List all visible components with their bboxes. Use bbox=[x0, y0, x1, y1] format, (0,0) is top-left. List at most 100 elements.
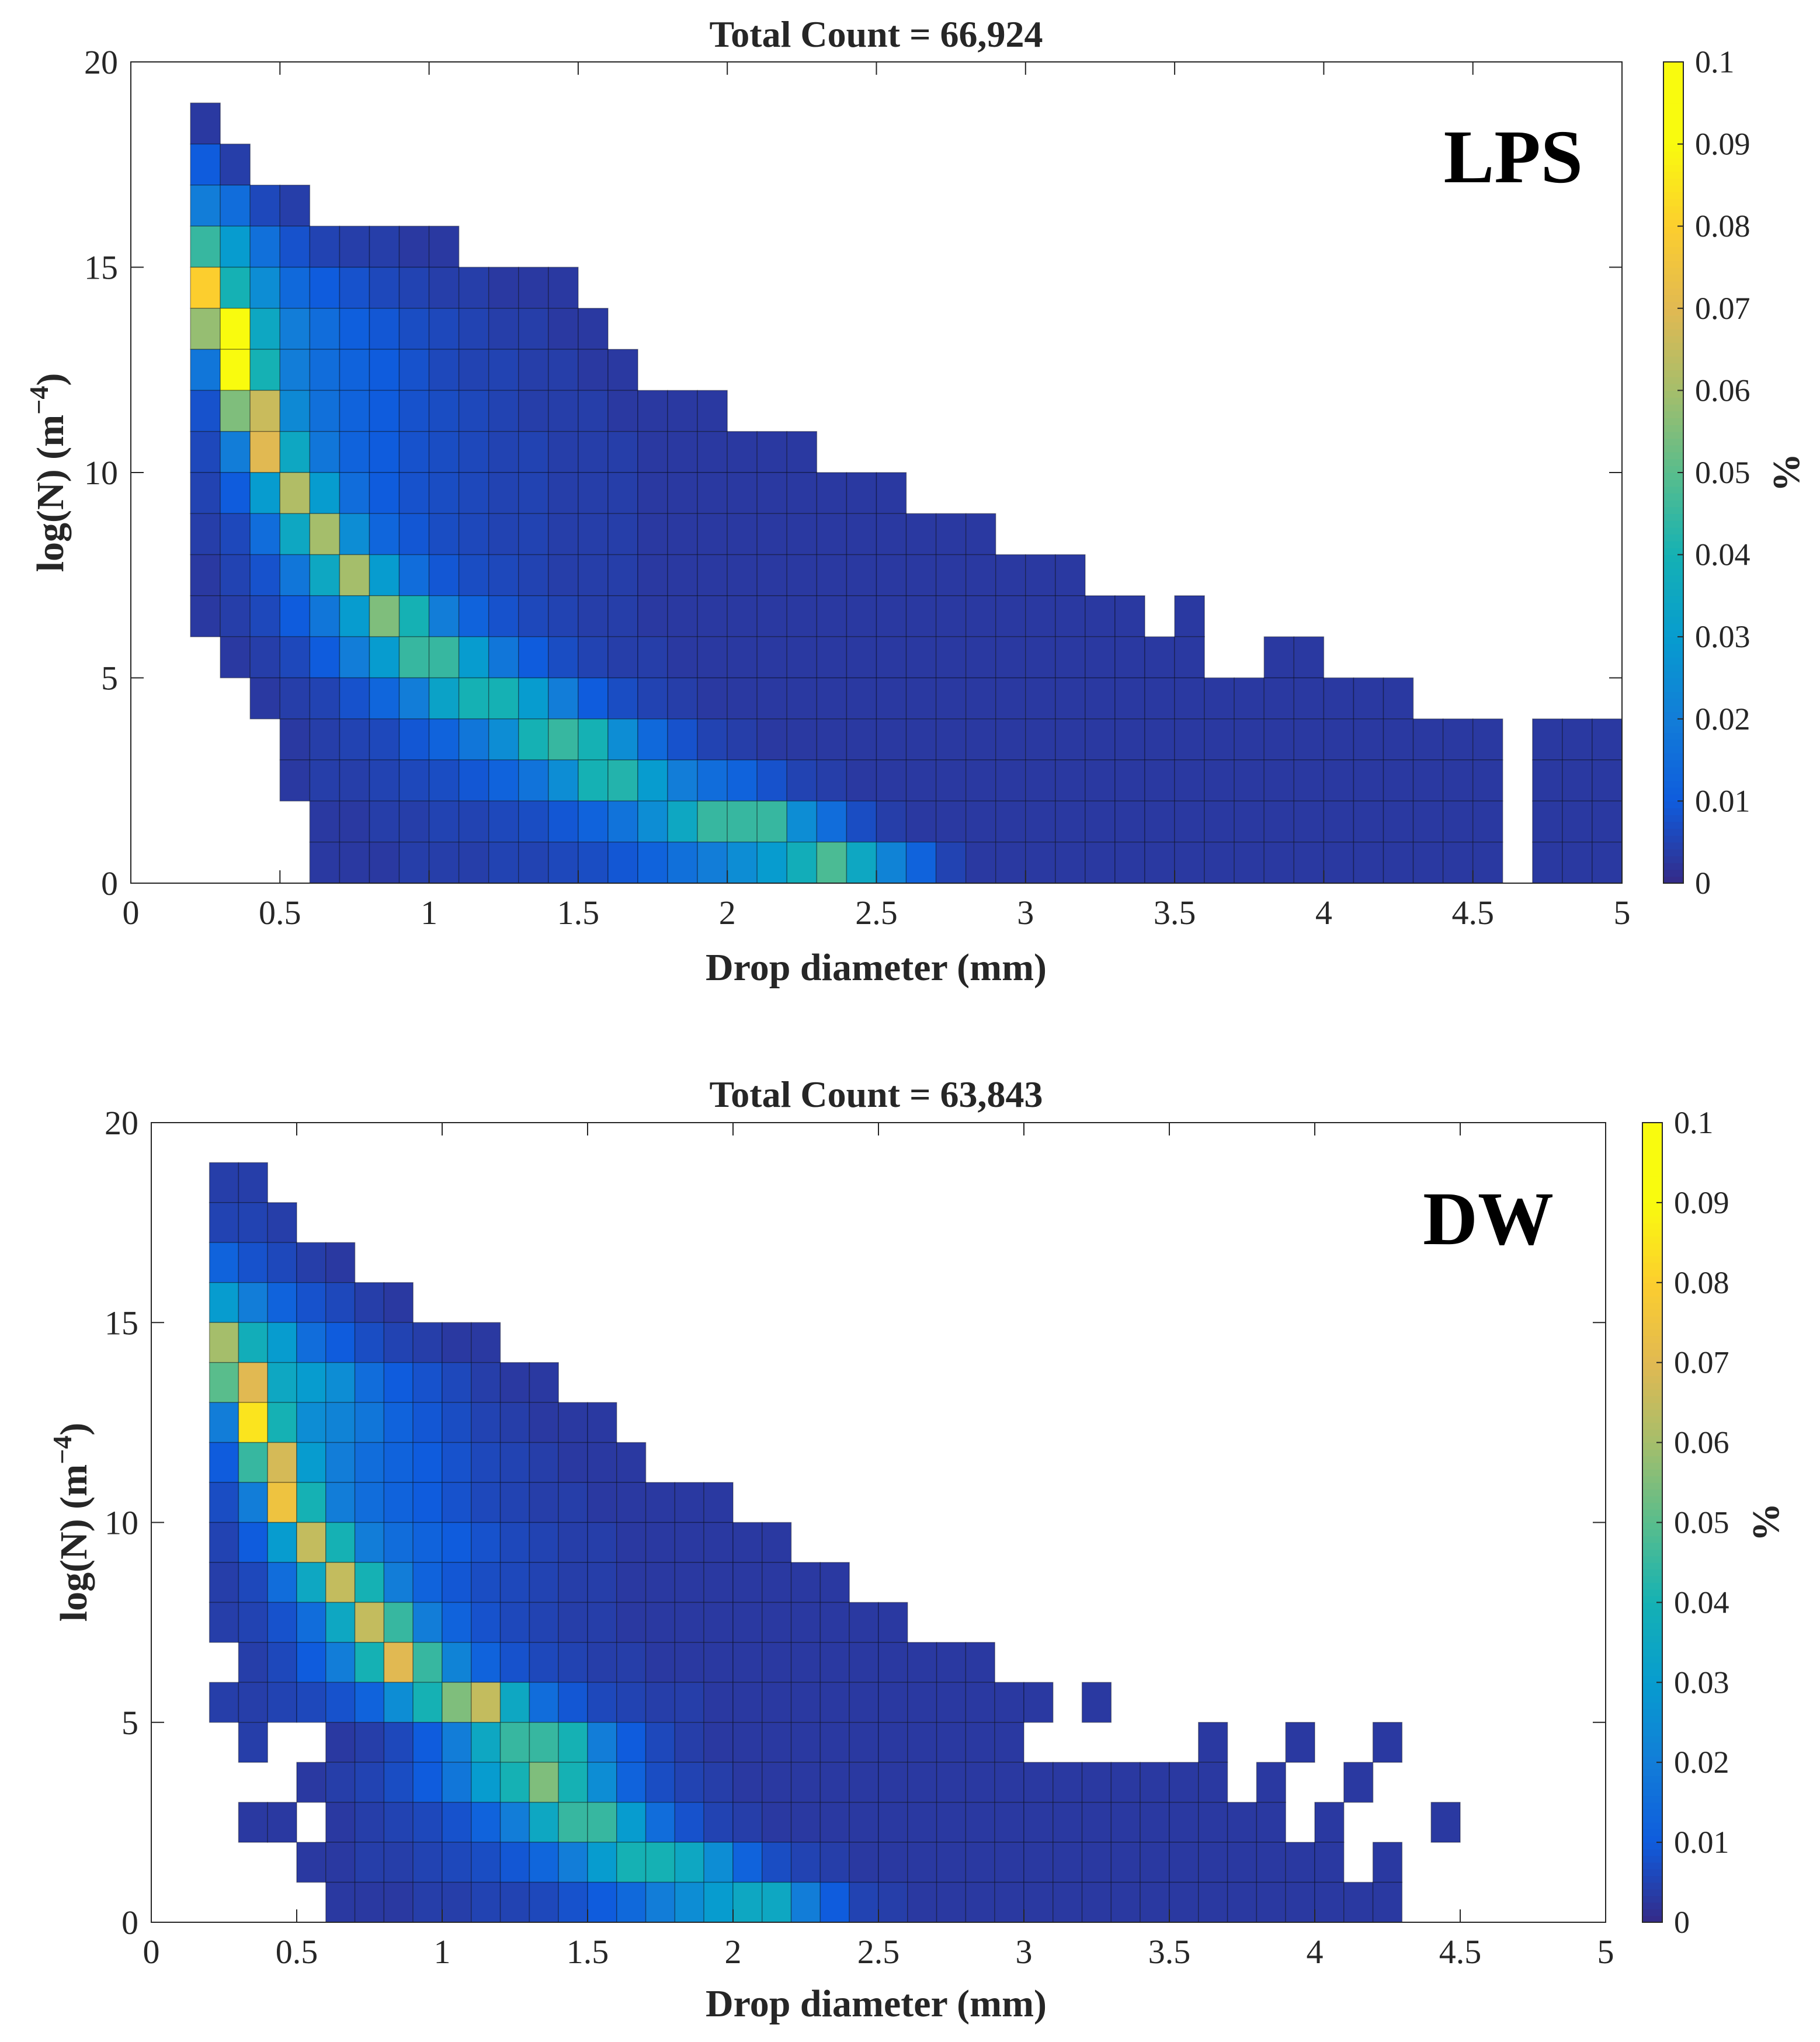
colorbar-segment bbox=[1663, 739, 1683, 747]
heatmap-cell bbox=[442, 1602, 472, 1643]
colorbar-segment bbox=[1663, 637, 1683, 644]
heatmap-cell bbox=[587, 1442, 617, 1483]
heatmap-cell bbox=[249, 595, 281, 637]
heatmap-cell bbox=[876, 595, 907, 637]
heatmap-cell bbox=[587, 1682, 617, 1723]
heatmap-cell bbox=[819, 1642, 850, 1683]
heatmap-cell bbox=[905, 759, 937, 802]
heatmap-cell bbox=[499, 1522, 530, 1563]
heatmap-cell bbox=[1592, 718, 1623, 760]
colorbar-segment bbox=[1663, 178, 1683, 186]
heatmap-cell bbox=[458, 595, 489, 637]
heatmap-cell bbox=[756, 595, 788, 637]
heatmap-cell bbox=[762, 1762, 792, 1803]
heatmap-cell bbox=[190, 225, 221, 268]
heatmap-cell bbox=[1055, 718, 1086, 760]
y-tick-label: 10 bbox=[105, 1504, 138, 1542]
heatmap-cell bbox=[762, 1522, 792, 1563]
heatmap-cell bbox=[846, 636, 877, 679]
heatmap-cell bbox=[616, 1562, 647, 1603]
heatmap-cell bbox=[518, 390, 549, 432]
heatmap-cell bbox=[616, 1522, 647, 1563]
heatmap-cell bbox=[518, 349, 549, 391]
heatmap-cell bbox=[846, 554, 877, 596]
heatmap-cell bbox=[578, 841, 609, 884]
heatmap-cell bbox=[398, 472, 430, 515]
colorbar-segment bbox=[1642, 1456, 1662, 1463]
heatmap-cell bbox=[339, 718, 370, 760]
heatmap-cell bbox=[846, 472, 877, 515]
heatmap-cell bbox=[220, 554, 251, 596]
heatmap-cell bbox=[846, 759, 877, 802]
x-tick-label: 4.5 bbox=[1439, 1933, 1482, 1971]
heatmap-cell bbox=[1081, 1801, 1112, 1843]
colorbar-segment bbox=[1642, 1629, 1662, 1637]
heatmap-cell bbox=[279, 308, 311, 350]
heatmap-cell bbox=[1110, 1842, 1141, 1883]
heatmap-cell bbox=[965, 513, 996, 555]
heatmap-cell bbox=[296, 1522, 327, 1563]
colorbar-segment bbox=[1663, 356, 1683, 364]
heatmap-cell bbox=[645, 1762, 676, 1803]
heatmap-cell bbox=[1055, 841, 1086, 884]
colorbar-segment bbox=[1663, 527, 1683, 535]
heatmap-cell bbox=[995, 759, 1026, 802]
heatmap-cell bbox=[488, 636, 519, 679]
heatmap-cell bbox=[190, 143, 221, 186]
colorbar-segment bbox=[1663, 137, 1683, 145]
heatmap-cell bbox=[369, 718, 400, 760]
heatmap-cell bbox=[849, 1762, 879, 1803]
heatmap-cell bbox=[756, 636, 788, 679]
heatmap-cell bbox=[209, 1282, 239, 1324]
heatmap-cell bbox=[383, 1602, 414, 1643]
colorbar-tick-label: 0.07 bbox=[1674, 1345, 1729, 1380]
heatmap-cell bbox=[935, 554, 967, 596]
colorbar-segment bbox=[1642, 1409, 1662, 1416]
y-axis-label: log(N) (m−4) bbox=[24, 373, 72, 572]
heatmap-cell bbox=[471, 1642, 501, 1683]
heatmap-cell bbox=[458, 636, 489, 679]
heatmap-cell bbox=[369, 800, 400, 843]
heatmap-cell bbox=[1025, 841, 1056, 884]
heatmap-cell bbox=[249, 266, 281, 309]
heatmap-cell bbox=[1053, 1762, 1083, 1803]
heatmap-cell bbox=[398, 554, 430, 596]
heatmap-cell bbox=[325, 1322, 356, 1363]
heatmap-cell bbox=[790, 1842, 821, 1883]
colorbar-segment bbox=[1663, 602, 1683, 610]
heatmap-cell bbox=[558, 1881, 588, 1923]
heatmap-cell bbox=[428, 472, 460, 515]
colorbar-segment bbox=[1663, 123, 1683, 131]
heatmap-cell bbox=[1204, 759, 1235, 802]
heatmap-cell bbox=[674, 1482, 704, 1523]
heatmap-cell bbox=[905, 841, 937, 884]
y-tick-label: 15 bbox=[84, 249, 118, 287]
colorbar-segment bbox=[1663, 82, 1683, 90]
heatmap-cell bbox=[209, 1362, 239, 1403]
heatmap-cell bbox=[471, 1801, 501, 1843]
heatmap-cell bbox=[995, 800, 1026, 843]
heatmap-cell bbox=[965, 800, 996, 843]
heatmap-cell bbox=[876, 554, 907, 596]
colorbar-segment bbox=[1642, 1562, 1662, 1570]
colorbar-segment bbox=[1663, 691, 1683, 699]
colorbar-tick-label: 0.08 bbox=[1674, 1265, 1729, 1300]
colorbar-segment bbox=[1663, 760, 1683, 768]
y-tick-label: 0 bbox=[121, 1904, 138, 1942]
colorbar-segment bbox=[1663, 68, 1683, 77]
heatmap-cell bbox=[220, 266, 251, 309]
heatmap-cell bbox=[697, 759, 728, 802]
colorbar-segment bbox=[1642, 1722, 1662, 1730]
colorbar-segment bbox=[1663, 685, 1683, 692]
heatmap-cell bbox=[762, 1562, 792, 1603]
heatmap-cell bbox=[587, 1762, 617, 1803]
heatmap-cell bbox=[309, 349, 341, 391]
colorbar-segment bbox=[1663, 89, 1683, 97]
heatmap-cell bbox=[339, 430, 370, 473]
heatmap-cell bbox=[1562, 759, 1593, 802]
heatmap-cell bbox=[1085, 800, 1116, 843]
heatmap-cell bbox=[935, 759, 967, 802]
heatmap-cell bbox=[1293, 841, 1325, 884]
heatmap-cell bbox=[548, 349, 579, 391]
heatmap-cell bbox=[1055, 636, 1086, 679]
